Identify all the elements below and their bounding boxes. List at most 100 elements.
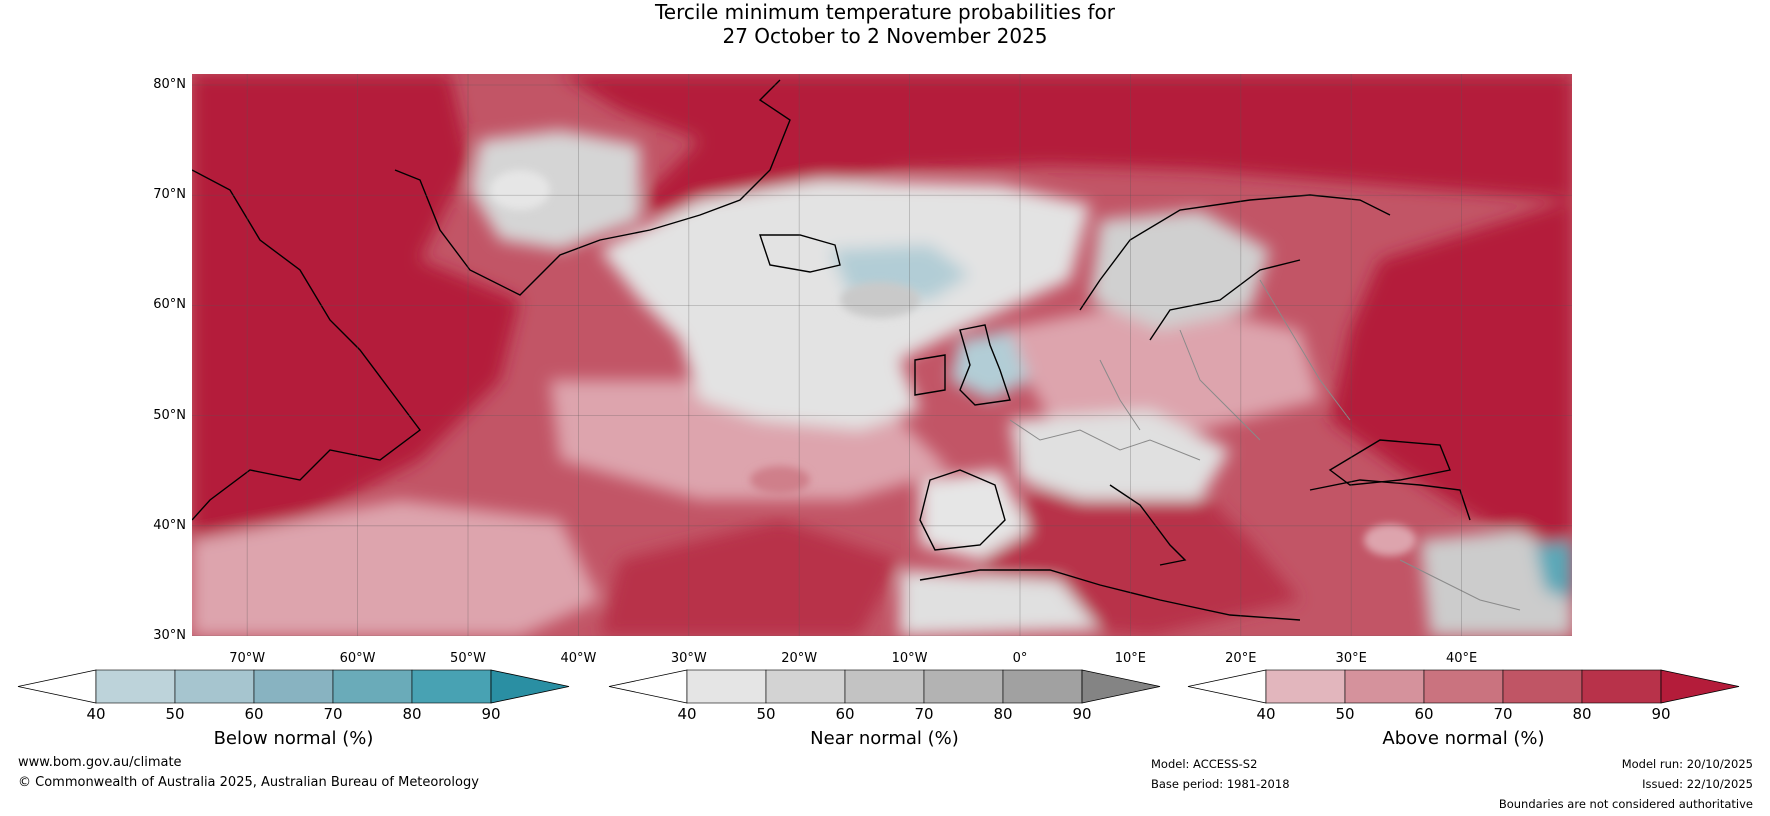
field-near-north-atlantic xyxy=(600,180,1090,430)
lon-label: 20°E xyxy=(1225,651,1257,666)
colorbar-segment xyxy=(1423,669,1504,704)
footer-copyright: © Commonwealth of Australia 2025, Austra… xyxy=(18,775,479,790)
colorbar-segment xyxy=(411,669,492,704)
coast-greenland xyxy=(394,79,791,296)
colorbar-tick-label: 50 xyxy=(165,705,185,723)
colorbar-tick-label: 80 xyxy=(1572,705,1592,723)
field-near-middle-east xyxy=(1420,530,1572,636)
field-below-iceland xyxy=(830,245,970,300)
probability-field xyxy=(192,74,1572,636)
lat-label: 60°N xyxy=(153,297,186,313)
colorbar-tick-label: 60 xyxy=(835,705,855,723)
lon-label: 10°W xyxy=(891,651,928,666)
colorbar-low-arrow xyxy=(17,669,97,704)
lon-label: 40°W xyxy=(560,651,597,666)
field-below-iran xyxy=(1535,540,1572,600)
colorbar-segment xyxy=(95,669,176,704)
lon-label: 30°W xyxy=(670,651,707,666)
colorbar-segment xyxy=(332,669,413,704)
coastlines xyxy=(192,79,1471,621)
field-near-scandinavia xyxy=(1090,210,1270,330)
colorbar-tick-label: 80 xyxy=(993,705,1013,723)
colorbar-segment xyxy=(1502,669,1583,704)
colorbar-high-arrow xyxy=(1660,669,1740,704)
footer-disclaimer: Boundaries are not considered authoritat… xyxy=(1498,797,1753,811)
colorbar-segment xyxy=(174,669,255,704)
lon-label: 10°E xyxy=(1114,651,1147,666)
border-1 xyxy=(1009,419,1201,461)
lat-label: 30°N xyxy=(153,628,186,643)
coast-black-sea xyxy=(1328,439,1451,486)
lon-label: 70°W xyxy=(229,651,266,666)
field-near-greenland xyxy=(470,130,640,250)
lon-label: 30°E xyxy=(1335,651,1367,666)
footer-website: www.bom.gov.au/climate xyxy=(18,755,182,770)
colorbar-title: Near normal (%) xyxy=(810,728,959,749)
colorbar-high-arrow xyxy=(490,669,570,704)
coast-iberia xyxy=(919,469,1006,551)
coast-baltic xyxy=(1149,259,1301,341)
colorbar-tick-label: 50 xyxy=(756,705,776,723)
colorbar-segment xyxy=(844,669,925,704)
colorbar-segment xyxy=(686,669,767,704)
field-patch-1 xyxy=(840,282,920,318)
field-patch-2 xyxy=(490,170,550,210)
field-base xyxy=(192,74,1572,636)
colorbar-tick-label: 70 xyxy=(323,705,343,723)
field-near-iberia xyxy=(920,470,1030,560)
colorbar-segment xyxy=(1344,669,1425,704)
border-3 xyxy=(1179,329,1261,441)
field-light-europe xyxy=(1000,300,1320,430)
lat-label: 80°N xyxy=(153,77,186,93)
colorbar-tick-label: 70 xyxy=(1493,705,1513,723)
colorbars xyxy=(17,669,1740,704)
colorbar-segment xyxy=(923,669,1004,704)
field-patch-3 xyxy=(750,466,810,494)
colorbar-tick-label: 80 xyxy=(402,705,422,723)
footer-model: Model: ACCESS-S2 xyxy=(1151,757,1258,771)
coast-great-britain xyxy=(959,324,1011,406)
field-near-central-europe xyxy=(1010,410,1230,500)
footer-model-run: Model run: 20/10/2025 xyxy=(1621,757,1753,771)
lon-label: 50°W xyxy=(450,651,486,666)
field-dark-north xyxy=(560,74,1572,230)
coast-iceland xyxy=(759,234,841,273)
colorbar-tick-label: 90 xyxy=(1072,705,1092,723)
lat-label: 50°N xyxy=(153,407,186,423)
colorbar-low-arrow xyxy=(608,669,688,704)
field-patch-4 xyxy=(1364,524,1416,556)
map-frame xyxy=(192,74,1572,636)
lat-label: 70°N xyxy=(153,187,186,203)
field-dark-east xyxy=(1330,200,1572,560)
colorbar-tick-label: 90 xyxy=(481,705,501,723)
coast-turkey xyxy=(1309,479,1471,521)
field-light-central xyxy=(550,380,950,500)
coast-scandinavia xyxy=(1079,194,1391,311)
field-light-south xyxy=(192,500,600,636)
coast-ireland xyxy=(914,354,946,396)
border-2 xyxy=(1099,359,1141,431)
footer-base-period: Base period: 1981-2018 xyxy=(1151,777,1290,791)
gridlines xyxy=(192,74,1572,636)
lon-label: 40°E xyxy=(1445,651,1478,666)
field-dark-mid-atlantic xyxy=(600,520,900,636)
colorbar-tick-label: 70 xyxy=(914,705,934,723)
field-near-africa xyxy=(900,570,1100,636)
border-4 xyxy=(1259,279,1351,421)
colorbar-segment xyxy=(1581,669,1662,704)
lon-label: 60°W xyxy=(339,651,376,666)
colorbar-segment xyxy=(253,669,334,704)
border-5 xyxy=(1399,559,1521,611)
lat-label: 40°N xyxy=(153,517,186,533)
title-line-2: 27 October to 2 November 2025 xyxy=(722,24,1048,48)
lon-label: 0° xyxy=(1012,651,1028,666)
colorbar-tick-label: 90 xyxy=(1651,705,1671,723)
colorbar-tick-label: 60 xyxy=(244,705,264,723)
colorbar-tick-label: 40 xyxy=(677,705,697,723)
coast-canada xyxy=(192,169,421,521)
field-below-uk xyxy=(950,330,1030,400)
colorbar-high-arrow xyxy=(1081,669,1161,704)
field-dark-west xyxy=(192,74,520,560)
colorbar-title: Below normal (%) xyxy=(213,728,374,749)
